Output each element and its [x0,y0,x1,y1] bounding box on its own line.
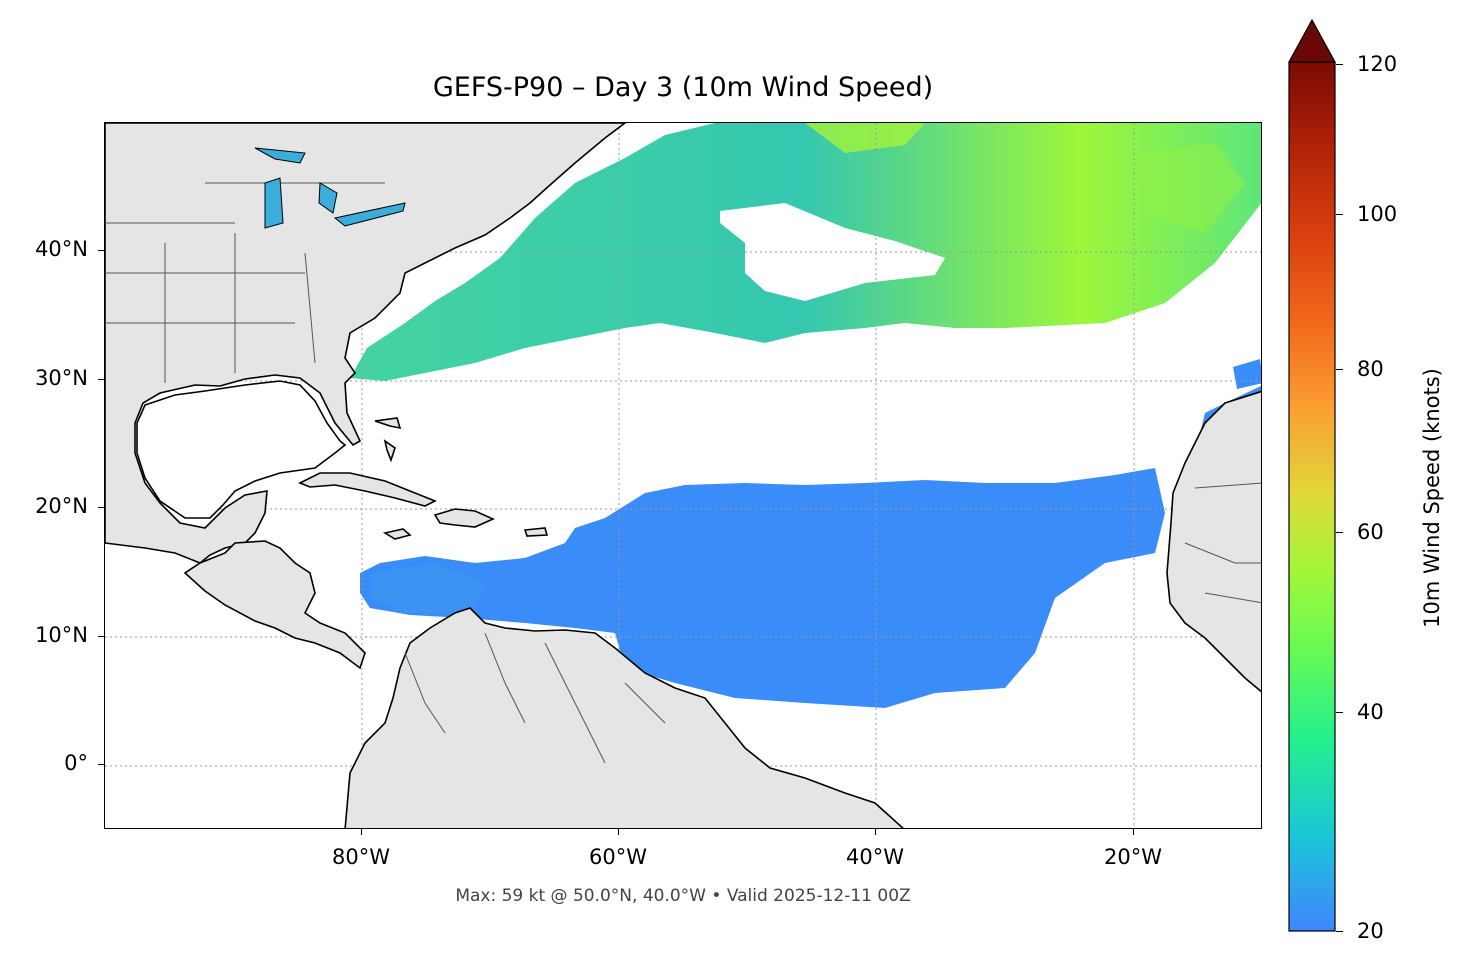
lat-tick-10 [98,636,104,637]
map-canvas [105,123,1261,828]
colorbar-title: 10m Wind Speed (knots) [1420,368,1444,628]
wind-max-core [805,123,925,153]
land-jamaica [382,528,412,540]
lat-label-30n: 30°N [35,366,88,390]
internal-borders [105,182,1261,764]
colorbar [1287,18,1337,932]
cbar-tick-40 [1336,712,1343,713]
lat-tick-20 [98,507,104,508]
calm-area-north [720,203,945,301]
cbar-tick-20 [1336,931,1343,932]
colorbar-graphic [1287,18,1337,932]
lon-label-80w: 80°W [332,845,390,869]
lat-label-20n: 20°N [35,494,88,518]
cbar-tick-60 [1336,532,1343,533]
cbar-label-100: 100 [1357,202,1398,226]
lon-tick-60 [618,829,619,835]
lat-label-10n: 10°N [35,623,88,647]
cbar-tick-120 [1336,64,1343,65]
lat-tick-40 [98,250,104,251]
gridlines [105,123,1261,828]
land-bahamas [374,417,402,463]
map-panel[interactable] [104,122,1262,829]
great-lakes [254,147,406,229]
colorbar-ramp [1288,61,1336,932]
land-central-america [183,540,366,670]
wind-swath-tropical-blob [370,563,485,613]
gulf-of-mexico [136,380,347,519]
lon-label-60w: 60°W [589,845,647,869]
lat-tick-30 [98,379,104,380]
chart-title: GEFS-P90 – Day 3 (10m Wind Speed) [432,72,934,103]
lon-tick-20 [1133,829,1134,835]
land-puerto-rico [523,527,549,537]
wind-core-east [1135,143,1245,233]
footer-caption: Max: 59 kt @ 50.0°N, 40.0°W • Valid 2025… [455,886,911,906]
lon-tick-80 [361,829,362,835]
lon-tick-40 [875,829,876,835]
cbar-label-40: 40 [1357,700,1384,724]
cbar-label-80: 80 [1357,357,1384,381]
cbar-label-20: 20 [1357,919,1384,943]
land-hispaniola [433,508,495,528]
lat-label-0: 0° [64,751,88,775]
lon-label-40w: 40°W [846,845,904,869]
wind-swath-tropical [360,468,1165,708]
cbar-tick-80 [1336,369,1343,370]
colorbar-extend-arrow [1287,18,1337,63]
cbar-tick-100 [1336,214,1343,215]
lat-tick-0 [98,764,104,765]
land-south-america [344,607,904,828]
wind-blob-canary [1233,359,1261,389]
cbar-label-120: 120 [1357,52,1398,76]
lat-label-40n: 40°N [35,237,88,261]
lon-label-20w: 20°W [1104,845,1162,869]
land-cuba [298,472,437,507]
cbar-label-60: 60 [1357,520,1384,544]
land-africa [1166,390,1261,693]
